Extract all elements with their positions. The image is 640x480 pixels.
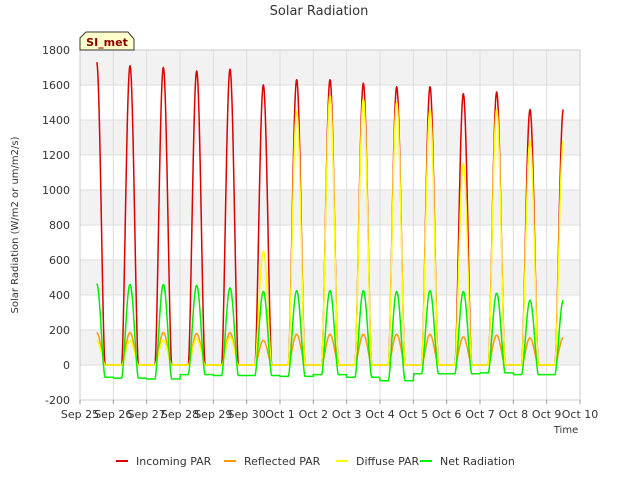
x-tick-label: Oct 6 [432,408,462,421]
plot-band [80,225,580,260]
x-tick-label: Sep 27 [128,408,166,421]
x-tick-label: Sep 30 [228,408,266,421]
y-tick-label: 400 [49,289,70,302]
plot-band [80,260,580,295]
x-tick-label: Sep 28 [161,408,199,421]
y-axis-label: Solar Radiation (W/m2 or um/m2/s) [10,136,21,313]
legend-item: Reflected PAR [224,455,321,468]
plot-frame [79,49,581,401]
legend-item: Incoming PAR [116,455,212,468]
y-tick-label: 1400 [42,114,70,127]
legend-label: Diffuse PAR [356,455,420,468]
x-tick-label: Sep 29 [194,408,232,421]
series-line-net-radiation [96,283,564,382]
chart-title: Solar Radiation [270,4,369,19]
plot-band [80,155,580,190]
plot-band [80,85,580,120]
station-badge-label: SI_met [86,36,128,49]
legend-label: Incoming PAR [136,455,212,468]
y-tick-label: 1200 [42,149,70,162]
x-tick-label: Oct 1 [265,408,295,421]
y-tick-labels: -200 0 200 400 600 800 1000 1200 1400 1600 1800 [42,44,70,407]
y-tick-label: 800 [49,219,70,232]
x-tick-label: Oct 7 [465,408,495,421]
series-lines [95,62,565,382]
y-tick-label: 1000 [42,184,70,197]
station-badge-box [79,31,135,51]
x-tick-label: Oct 3 [332,408,362,421]
x-tick-label: Oct 8 [499,408,529,421]
x-axis-label: Time [553,425,578,436]
x-tick-label: Sep 25 [61,408,99,421]
station-badge: SI_met [79,31,135,51]
legend-item: Net Radiation [420,455,515,468]
legend-item: Diffuse PAR [336,455,420,468]
plot-band [80,295,580,330]
x-tick-label: Oct 5 [399,408,429,421]
y-tick-label: 1600 [42,79,70,92]
y-tick-label: 200 [49,324,70,337]
legend-label: Net Radiation [440,455,515,468]
series-line-diffuse-par [96,94,565,366]
y-tick-label: 600 [49,254,70,267]
legend: Incoming PAR Reflected PAR Diffuse PAR Net … [116,455,515,468]
plot-band [80,120,580,155]
x-tick-label: Oct 10 [562,408,599,421]
x-tick-label: Sep 26 [94,408,132,421]
x-tick-label: Oct 2 [299,408,329,421]
plot-band [80,190,580,225]
x-tick-label: Oct 9 [532,408,562,421]
y-tick-label: 1800 [42,44,70,57]
x-tick-label: Oct 4 [365,408,395,421]
y-tick-label: -200 [45,394,70,407]
y-tick-label: 0 [63,359,70,372]
plot-band [80,365,580,400]
legend-label: Reflected PAR [244,455,321,468]
